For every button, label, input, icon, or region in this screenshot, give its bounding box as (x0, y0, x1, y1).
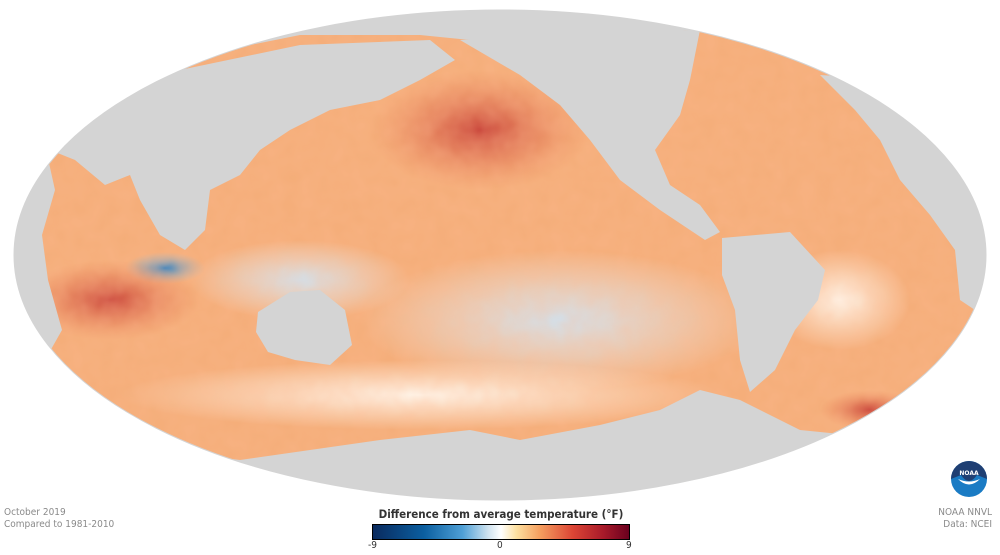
date-label: October 2019 (4, 507, 66, 518)
noaa-logo-icon: NOAA (951, 461, 987, 497)
sst-anomaly-map (13, 9, 987, 501)
land-australia (256, 290, 352, 365)
legend-mid-label: 0 (497, 540, 503, 551)
credit-label: NOAA NNVL (938, 507, 992, 518)
land-north-america (460, 30, 720, 240)
legend-color-bar (372, 524, 630, 540)
texture (14, 10, 986, 500)
land-south-america (722, 232, 825, 392)
legend-min-label: -9 (368, 540, 377, 551)
source-label: Data: NCEI (943, 519, 992, 530)
legend-max-label: 9 (626, 540, 632, 551)
caption-left: October 2019 Compared to 1981-2010 (4, 507, 114, 531)
legend-title: Difference from average temperature (°F) (378, 507, 624, 521)
color-legend: Difference from average temperature (°F)… (368, 507, 632, 551)
caption-right: NOAA NNVL Data: NCEI (938, 507, 992, 531)
svg-text:NOAA: NOAA (959, 470, 979, 477)
baseline-label: Compared to 1981-2010 (4, 519, 115, 530)
